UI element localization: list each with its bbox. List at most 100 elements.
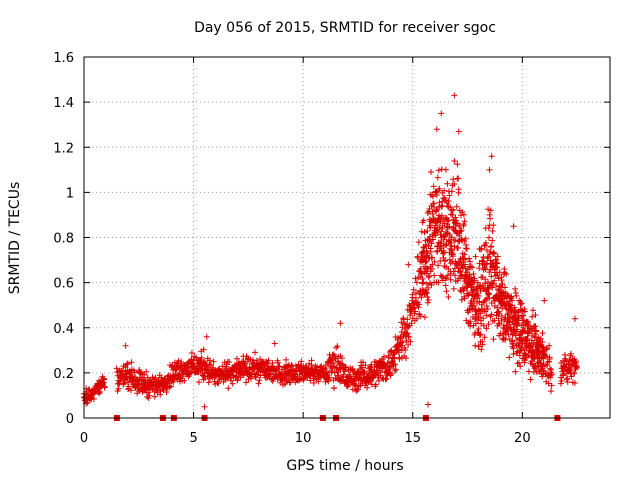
data-marks	[80, 92, 581, 421]
data-point	[476, 313, 483, 320]
data-point	[532, 323, 539, 330]
data-point	[274, 359, 281, 366]
data-point	[429, 254, 436, 261]
data-point	[433, 126, 440, 133]
data-point	[475, 292, 482, 299]
data-point	[128, 387, 135, 394]
data-point	[413, 279, 420, 286]
data-point	[251, 349, 258, 356]
data-point	[425, 284, 432, 291]
data-point	[426, 233, 433, 240]
data-point	[444, 272, 451, 279]
data-point	[494, 260, 501, 267]
data-point	[427, 218, 434, 225]
data-point	[287, 367, 294, 374]
data-point	[436, 185, 443, 192]
data-point	[571, 315, 578, 322]
data-point	[298, 358, 305, 365]
data-point	[483, 312, 490, 319]
data-point	[215, 380, 222, 387]
data-point	[444, 180, 451, 187]
y-tick-label: 1.6	[53, 51, 74, 66]
data-point	[195, 379, 202, 386]
data-point	[514, 321, 521, 328]
x-tick-label: 20	[514, 431, 531, 446]
data-point	[347, 374, 354, 381]
data-point	[404, 330, 411, 337]
data-point	[368, 361, 375, 368]
data-point	[571, 379, 578, 386]
data-point	[276, 363, 283, 370]
data-point	[119, 367, 126, 374]
data-point	[438, 203, 445, 210]
data-point	[123, 361, 130, 368]
data-point	[334, 343, 341, 350]
data-point	[489, 284, 496, 291]
data-point	[467, 263, 474, 270]
data-point	[404, 316, 411, 323]
data-point	[82, 394, 89, 401]
data-point	[229, 380, 236, 387]
data-point	[485, 291, 492, 298]
data-point	[448, 188, 455, 195]
data-point	[477, 246, 484, 253]
data-point	[417, 266, 424, 273]
data-point	[532, 364, 539, 371]
data-point	[529, 326, 536, 333]
data-point	[328, 357, 335, 364]
data-point	[264, 360, 271, 367]
data-point	[559, 372, 566, 379]
data-point	[387, 371, 394, 378]
data-point	[493, 259, 500, 266]
data-point	[101, 376, 108, 383]
data-point	[516, 359, 522, 366]
data-point	[417, 313, 424, 320]
data-point	[481, 307, 488, 314]
data-point	[489, 237, 496, 244]
data-point	[382, 376, 389, 383]
data-point	[520, 317, 527, 324]
data-point	[330, 360, 337, 367]
data-point	[354, 386, 361, 393]
data-point	[226, 359, 233, 366]
data-point	[457, 212, 464, 219]
data-point	[131, 369, 138, 376]
chart-title: Day 056 of 2015, SRMTID for receiver sgo…	[194, 20, 496, 36]
data-point	[265, 357, 272, 364]
data-point	[225, 385, 232, 392]
data-point	[337, 320, 344, 327]
data-point	[558, 377, 565, 384]
data-point	[425, 274, 432, 281]
data-point	[476, 265, 483, 272]
data-point	[509, 341, 516, 348]
data-point	[438, 110, 445, 117]
data-point	[146, 392, 153, 399]
data-point	[425, 401, 432, 408]
data-point	[115, 385, 122, 392]
data-point	[364, 384, 371, 391]
data-point	[477, 310, 484, 317]
data-point	[462, 256, 469, 263]
data-point	[436, 199, 443, 206]
data-point	[518, 313, 525, 320]
data-point	[403, 337, 410, 344]
y-axis-label: SRMTID / TECUs	[7, 182, 23, 295]
data-point	[385, 354, 392, 361]
data-point	[509, 297, 516, 304]
data-point	[257, 356, 264, 363]
data-point	[415, 239, 422, 246]
data-point	[508, 293, 515, 300]
data-point	[486, 166, 493, 173]
y-tick-label: 0.4	[53, 322, 74, 337]
data-point	[415, 304, 422, 311]
data-point	[439, 202, 446, 209]
data-point	[488, 153, 495, 160]
data-point	[431, 272, 438, 279]
data-point	[362, 362, 369, 369]
data-point	[441, 249, 448, 256]
data-point	[420, 217, 427, 224]
data-point	[146, 386, 153, 393]
